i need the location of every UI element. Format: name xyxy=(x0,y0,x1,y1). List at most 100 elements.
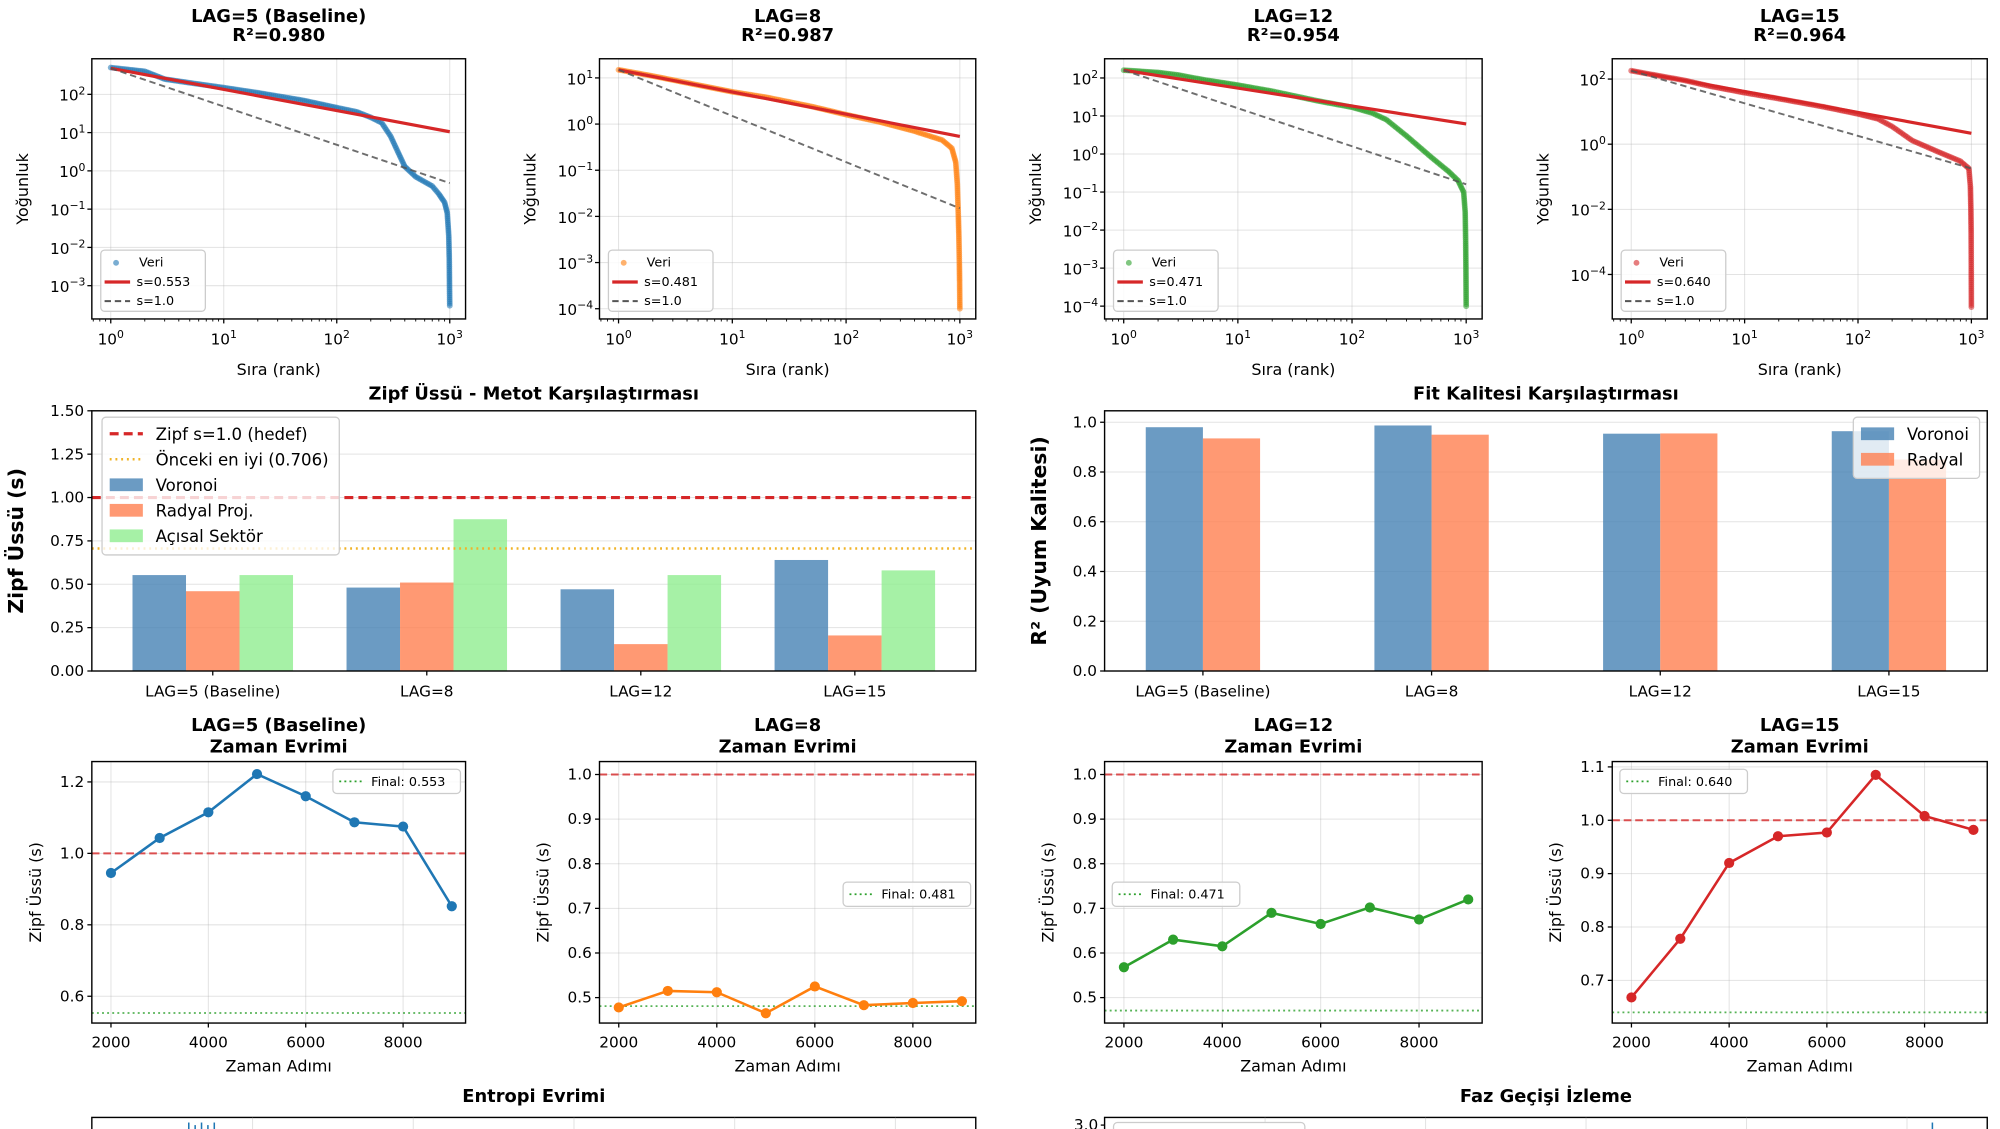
data-point xyxy=(446,302,453,309)
y-tick-label: 10−2 xyxy=(50,237,85,257)
x-tick-label: 100 xyxy=(1111,328,1137,348)
x-tick-label: LAG=15 xyxy=(1857,683,1920,701)
legend-label: s=0.553 xyxy=(136,275,190,290)
data-point xyxy=(760,1008,771,1019)
chart-title: LAG=8 xyxy=(754,6,821,27)
data-point xyxy=(956,996,967,1007)
chart-title: Zipf Üssü - Metot Karşılaştırması xyxy=(369,382,699,404)
y-tick-label: 0.5 xyxy=(1073,989,1097,1007)
bar-radyal[interactable] xyxy=(1202,438,1261,672)
y-tick-label: 0.50 xyxy=(50,575,84,593)
chart-title: R²=0.964 xyxy=(1753,25,1846,46)
bar-a-sal-sekt-r[interactable] xyxy=(453,519,508,672)
legend-label: s=0.471 xyxy=(1149,275,1203,290)
bar-voronoi[interactable] xyxy=(132,575,187,672)
data-point xyxy=(613,1002,624,1013)
series-line xyxy=(110,772,453,907)
y-tick-label: 100 xyxy=(1580,134,1606,154)
series-line xyxy=(618,985,962,1015)
bar-a-sal-sekt-r[interactable] xyxy=(239,575,294,672)
data-point xyxy=(1626,992,1637,1003)
legend-label: Radyal Proj. xyxy=(156,502,254,521)
bar-radyal[interactable] xyxy=(1431,434,1489,672)
bar-voronoi[interactable] xyxy=(560,589,615,672)
legend-label: Veri xyxy=(647,256,671,271)
data-point xyxy=(1870,769,1881,781)
y-tick-label: 3.0 xyxy=(1074,1116,1098,1129)
data-point xyxy=(1724,857,1735,869)
legend-box xyxy=(1112,249,1219,312)
bar-radyal-proj-[interactable] xyxy=(186,591,240,672)
x-tick-label: 8000 xyxy=(1905,1033,1944,1051)
data-point xyxy=(1463,894,1474,905)
bar-voronoi[interactable] xyxy=(774,559,829,672)
legend: Voronoi Radyal xyxy=(1852,416,1981,480)
data-point xyxy=(1168,934,1179,945)
legend-patch xyxy=(109,503,143,517)
legend-label: s=1.0 xyxy=(1149,294,1187,309)
y-tick-label: 1.0 xyxy=(60,844,84,862)
x-axis-label: Sıra (rank) xyxy=(746,360,830,379)
data-point xyxy=(154,832,165,844)
bar-radyal[interactable] xyxy=(1660,433,1718,672)
x-tick-label: 2000 xyxy=(92,1033,131,1051)
y-tick-label: 1.0 xyxy=(1073,413,1097,431)
x-axis-label: Zaman Adımı xyxy=(1240,1057,1346,1076)
x-tick-label: 100 xyxy=(98,328,124,348)
chart-title: Zaman Evrimi xyxy=(1224,737,1362,758)
legend-label: Final: 0.553 xyxy=(371,775,445,790)
bar-a-sal-sekt-r[interactable] xyxy=(881,570,936,672)
data-point xyxy=(446,901,457,912)
x-tick-label: 6000 xyxy=(1807,1033,1846,1051)
bar-a-sal-sekt-r[interactable] xyxy=(667,575,722,672)
chart-title: Zaman Evrimi xyxy=(719,737,857,758)
bar-voronoi[interactable] xyxy=(346,587,401,672)
reference-line xyxy=(1123,69,1467,186)
y-axis-label: Yoğunluk xyxy=(13,152,32,225)
x-tick-label: LAG=12 xyxy=(609,683,672,701)
y-axis-label: Zipf Üssü (s) xyxy=(3,468,28,614)
legend: Final: 0.481 xyxy=(842,881,972,907)
data-point xyxy=(1315,918,1326,930)
bar-voronoi[interactable] xyxy=(1374,425,1432,672)
data-point xyxy=(251,768,263,780)
y-tick-label: 0.8 xyxy=(568,855,592,873)
axes-frame xyxy=(598,760,977,1024)
y-tick-label: 1.0 xyxy=(568,766,592,784)
reference-line xyxy=(1630,69,1972,170)
legend-label: Veri xyxy=(1659,256,1683,271)
x-tick-label: 101 xyxy=(1225,328,1251,348)
y-tick-label: 1.0 xyxy=(1580,811,1604,829)
bar-radyal[interactable] xyxy=(1888,459,1947,672)
bar-voronoi[interactable] xyxy=(1603,433,1661,672)
legend-box xyxy=(1112,1121,1306,1129)
y-tick-label: 0.9 xyxy=(568,810,592,828)
y-tick-label: 0.75 xyxy=(50,532,84,550)
legend-patch xyxy=(1860,427,1895,441)
panel-phase: Faz Geçişi İzleme 3.0 xyxy=(1074,1085,1988,1129)
bar-radyal-proj-[interactable] xyxy=(614,644,668,672)
bar-radyal-proj-[interactable] xyxy=(400,582,454,672)
data-point xyxy=(1968,304,1975,310)
y-tick-label: 0.2 xyxy=(1073,612,1097,630)
axes-frame xyxy=(91,58,467,320)
data-point xyxy=(1217,941,1228,952)
bar-voronoi[interactable] xyxy=(1145,427,1203,672)
x-tick-label: LAG=5 (Baseline) xyxy=(145,683,280,701)
x-tick-label: 6000 xyxy=(286,1033,325,1051)
data-point xyxy=(1968,824,1979,835)
y-axis-label: R² (Uyum Kalitesi) xyxy=(1027,436,1051,645)
legend-box xyxy=(1620,249,1727,312)
series-line xyxy=(1123,898,1469,969)
x-tick-label: 103 xyxy=(437,328,463,348)
x-tick-label: 103 xyxy=(1958,328,1984,348)
y-axis-label: Yoğunluk xyxy=(1533,152,1552,225)
chart-title: R²=0.980 xyxy=(232,25,325,46)
legend-marker xyxy=(113,259,120,266)
y-tick-label: 100 xyxy=(567,114,593,134)
legend-label: Voronoi xyxy=(1907,425,1969,444)
bar-radyal-proj-[interactable] xyxy=(828,635,882,672)
legend-box xyxy=(100,249,206,312)
